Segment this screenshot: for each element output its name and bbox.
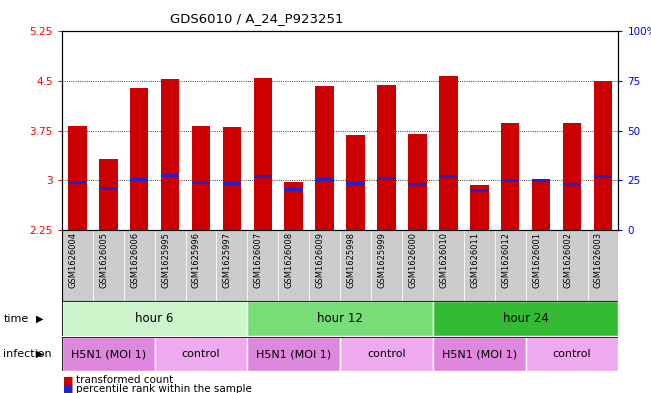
Text: hour 24: hour 24 — [503, 312, 549, 325]
Text: GSM1626009: GSM1626009 — [316, 232, 325, 288]
Bar — [408, 134, 426, 230]
Bar — [62, 337, 154, 371]
Bar — [464, 230, 495, 301]
Bar — [130, 178, 148, 181]
Text: GSM1626011: GSM1626011 — [470, 232, 479, 288]
Text: GSM1625999: GSM1625999 — [378, 232, 387, 288]
Bar — [154, 230, 186, 301]
Text: control: control — [182, 349, 220, 359]
Text: time: time — [3, 314, 29, 324]
Bar — [377, 85, 396, 230]
Bar — [284, 188, 303, 191]
Bar — [402, 230, 433, 301]
Text: GDS6010 / A_24_P923251: GDS6010 / A_24_P923251 — [170, 12, 344, 25]
Bar — [377, 178, 396, 180]
Bar — [587, 230, 618, 301]
Bar — [315, 86, 334, 230]
Text: ■: ■ — [63, 375, 74, 386]
Bar — [433, 230, 464, 301]
Bar — [562, 184, 581, 186]
Bar — [62, 230, 92, 301]
Text: GSM1626001: GSM1626001 — [532, 232, 541, 288]
Bar — [309, 230, 340, 301]
Bar — [470, 185, 488, 230]
Bar — [501, 180, 519, 182]
Bar — [470, 189, 488, 192]
Text: GSM1626005: GSM1626005 — [99, 232, 108, 288]
Text: GSM1626003: GSM1626003 — [594, 232, 603, 288]
Text: ▶: ▶ — [36, 314, 44, 324]
Bar — [247, 337, 340, 371]
Bar — [68, 126, 87, 230]
Text: control: control — [553, 349, 591, 359]
Bar — [340, 230, 371, 301]
Text: H5N1 (MOI 1): H5N1 (MOI 1) — [442, 349, 517, 359]
Bar — [154, 337, 247, 371]
Text: GSM1626007: GSM1626007 — [254, 232, 263, 288]
Bar — [532, 179, 550, 182]
Bar — [346, 182, 365, 185]
Bar — [495, 230, 525, 301]
Bar — [253, 78, 272, 230]
Bar — [191, 182, 210, 184]
Text: H5N1 (MOI 1): H5N1 (MOI 1) — [71, 349, 146, 359]
Bar — [62, 301, 247, 336]
Bar — [433, 337, 525, 371]
Text: H5N1 (MOI 1): H5N1 (MOI 1) — [256, 349, 331, 359]
Bar — [371, 230, 402, 301]
Bar — [247, 230, 278, 301]
Text: GSM1626012: GSM1626012 — [501, 232, 510, 288]
Bar — [223, 182, 241, 185]
Text: GSM1626010: GSM1626010 — [439, 232, 449, 288]
Bar — [130, 88, 148, 230]
Bar — [594, 176, 612, 178]
Bar — [284, 182, 303, 230]
Text: hour 12: hour 12 — [317, 312, 363, 325]
Text: infection: infection — [3, 349, 52, 359]
Text: GSM1626002: GSM1626002 — [563, 232, 572, 288]
Bar — [253, 176, 272, 178]
Bar — [99, 159, 117, 230]
Bar — [92, 230, 124, 301]
Bar — [340, 337, 433, 371]
Bar — [68, 181, 87, 184]
Bar — [346, 135, 365, 230]
Text: GSM1625998: GSM1625998 — [346, 232, 355, 288]
Text: GSM1626006: GSM1626006 — [130, 232, 139, 288]
Bar — [525, 337, 618, 371]
Text: GSM1626004: GSM1626004 — [68, 232, 77, 288]
Bar — [594, 81, 612, 230]
Bar — [161, 79, 179, 230]
Text: ▶: ▶ — [36, 349, 44, 359]
Text: hour 6: hour 6 — [135, 312, 174, 325]
Text: transformed count: transformed count — [76, 375, 173, 386]
Bar — [525, 230, 557, 301]
Bar — [191, 126, 210, 230]
Bar — [315, 178, 334, 181]
Text: GSM1626000: GSM1626000 — [408, 232, 417, 288]
Text: control: control — [367, 349, 406, 359]
Bar — [557, 230, 587, 301]
Bar — [247, 301, 433, 336]
Text: GSM1625995: GSM1625995 — [161, 232, 170, 288]
Bar — [562, 123, 581, 230]
Bar — [186, 230, 216, 301]
Bar — [501, 123, 519, 230]
Bar — [532, 180, 550, 230]
Bar — [124, 230, 154, 301]
Bar — [161, 174, 179, 177]
Bar — [408, 183, 426, 186]
Text: GSM1625997: GSM1625997 — [223, 232, 232, 288]
Bar — [216, 230, 247, 301]
Bar — [99, 187, 117, 190]
Text: ■: ■ — [63, 384, 74, 393]
Text: GSM1625996: GSM1625996 — [192, 232, 201, 288]
Text: GSM1626008: GSM1626008 — [284, 232, 294, 288]
Text: percentile rank within the sample: percentile rank within the sample — [76, 384, 252, 393]
Bar — [439, 76, 458, 230]
Bar — [223, 127, 241, 230]
Bar — [433, 301, 618, 336]
Bar — [278, 230, 309, 301]
Bar — [439, 175, 458, 178]
